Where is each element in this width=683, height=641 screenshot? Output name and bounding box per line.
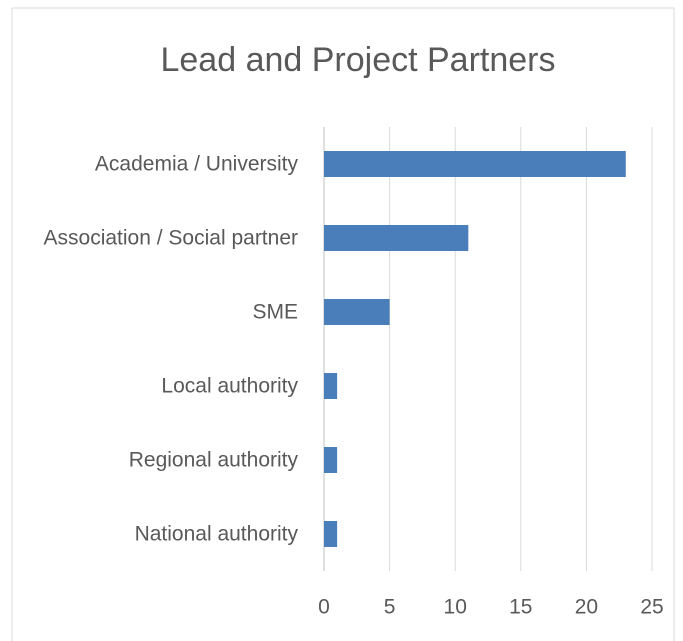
y-tick-label: Academia / University [94,152,298,176]
y-tick-label: SME [252,300,298,324]
y-tick-label: Association / Social partner [43,226,298,250]
bar [324,225,469,251]
x-tick-label: 10 [444,596,467,619]
x-tick-label: 20 [575,596,598,619]
x-tick-label: 25 [640,596,663,619]
x-tick-label: 0 [318,596,330,619]
bar [324,521,338,547]
bar [324,299,390,325]
x-tick-label: 5 [384,596,396,619]
chart-title: Lead and Project Partners [160,41,555,79]
bar [324,373,338,399]
bar [324,151,626,177]
y-tick-label: Local authority [161,374,298,398]
bar [324,447,338,473]
y-tick-label: National authority [134,522,298,546]
y-tick-label: Regional authority [128,448,298,472]
x-tick-label: 15 [509,596,532,619]
